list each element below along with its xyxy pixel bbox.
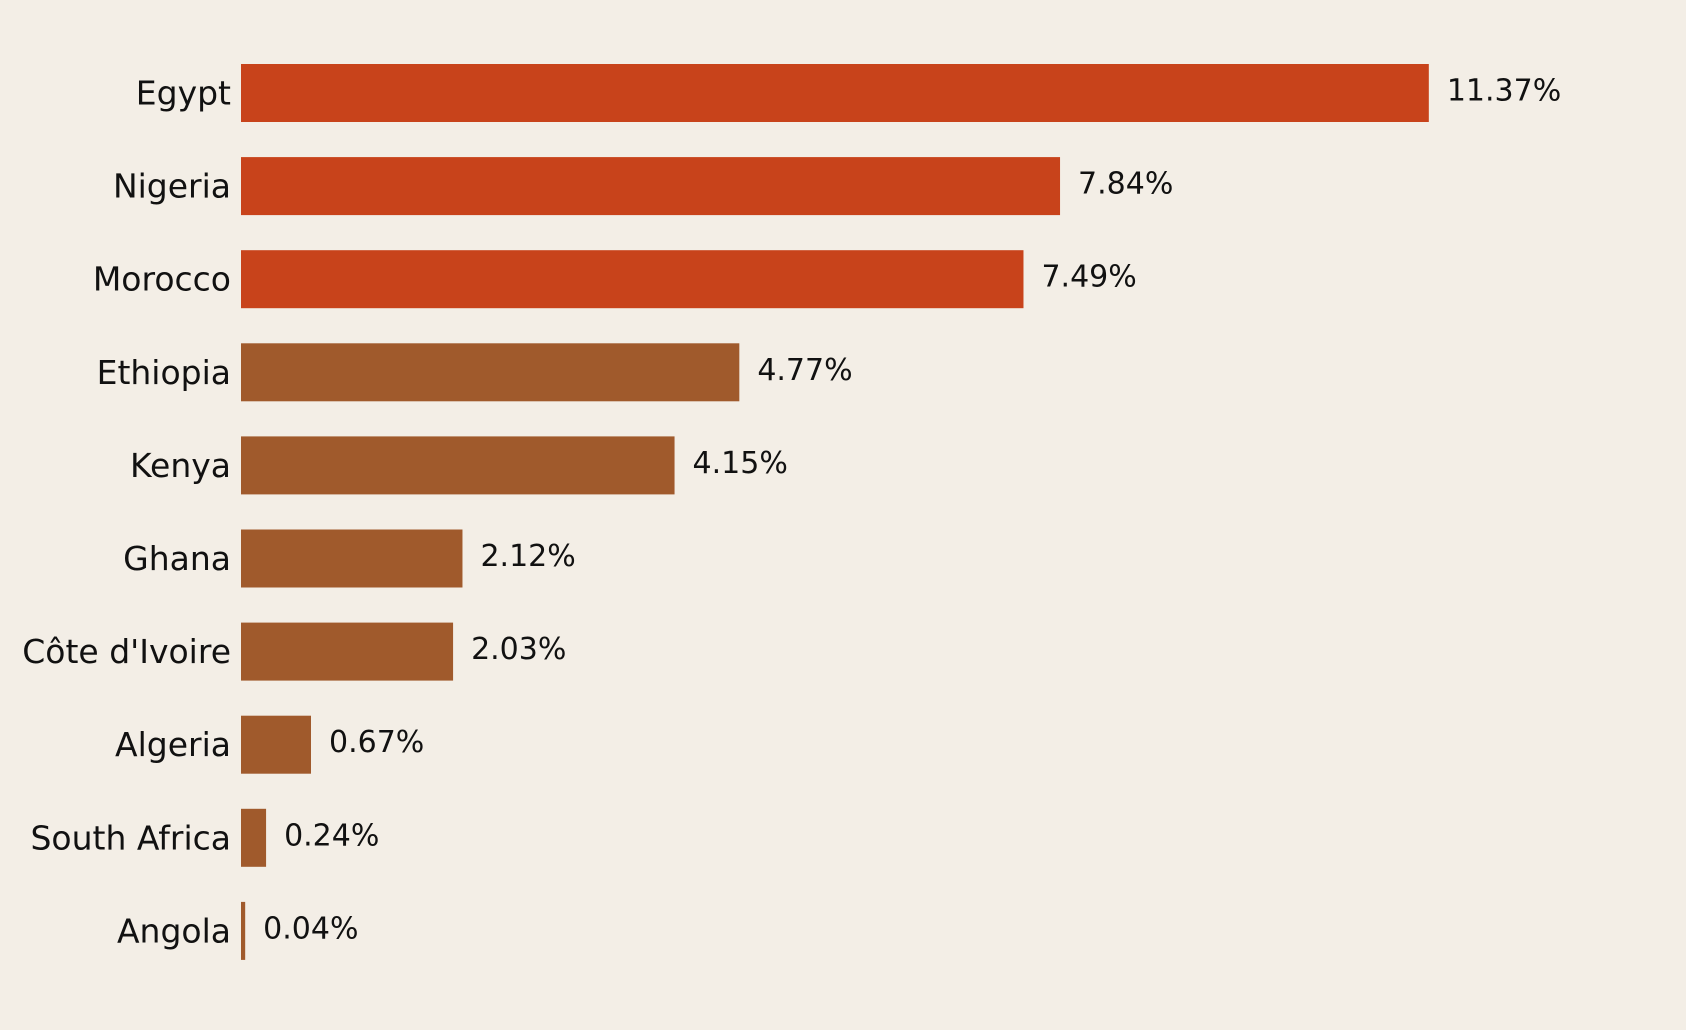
category-label-south-africa: South Africa — [30, 818, 231, 857]
category-label-nigeria: Nigeria — [113, 167, 231, 206]
value-label-ethiopia: 4.77% — [757, 353, 852, 388]
value-label-morocco: 7.49% — [1041, 260, 1136, 295]
bar-ghana — [241, 529, 463, 588]
value-labels: 11.37% 7.84% 7.49% 4.77% 4.15% 2.12% 2.03% 0.67… — [263, 74, 1561, 947]
category-label-ghana: Ghana — [123, 539, 231, 578]
bar-algeria — [241, 715, 311, 774]
category-label-angola: Angola — [117, 911, 231, 950]
bar-egypt — [241, 64, 1429, 122]
category-labels: Egypt Nigeria Morocco Ethiopia Kenya Ghana Côt… — [22, 74, 231, 951]
value-label-south-africa: 0.24% — [284, 818, 379, 853]
bar-nigeria — [241, 157, 1061, 216]
value-label-kenya: 4.15% — [693, 446, 788, 481]
category-label-algeria: Algeria — [115, 725, 231, 764]
category-label-egypt: Egypt — [136, 74, 231, 113]
category-label-c-te-d-ivoire: Côte d'Ivoire — [22, 632, 231, 671]
value-label-nigeria: 7.84% — [1078, 167, 1173, 202]
bar-angola — [241, 901, 246, 960]
bars-layer — [241, 64, 1429, 960]
value-label-algeria: 0.67% — [329, 725, 424, 760]
bar-c-te-d-ivoire — [241, 622, 454, 681]
category-label-morocco: Morocco — [93, 260, 231, 299]
bar-south-africa — [241, 808, 267, 867]
value-label-angola: 0.04% — [263, 911, 358, 946]
category-label-kenya: Kenya — [130, 446, 231, 485]
bar-kenya — [241, 436, 675, 495]
bar-morocco — [241, 250, 1024, 309]
value-label-ghana: 2.12% — [480, 539, 575, 574]
value-label-egypt: 11.37% — [1447, 74, 1561, 109]
category-label-ethiopia: Ethiopia — [97, 353, 231, 392]
value-label-c-te-d-ivoire: 2.03% — [471, 632, 566, 667]
bar-ethiopia — [241, 343, 740, 402]
